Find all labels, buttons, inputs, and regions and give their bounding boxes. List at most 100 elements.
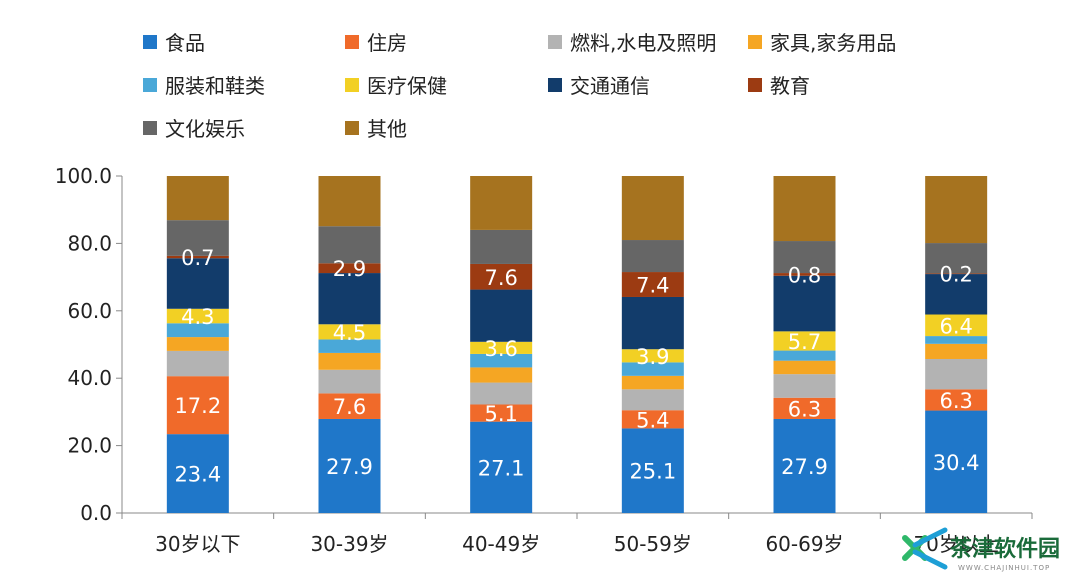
data-label: 0.8 bbox=[788, 263, 821, 287]
legend-label: 教育 bbox=[770, 74, 810, 98]
bar-segment bbox=[925, 358, 988, 390]
data-label: 4.3 bbox=[181, 305, 214, 329]
bar-segment bbox=[318, 352, 381, 370]
legend-label: 燃料,水电及照明 bbox=[570, 31, 716, 55]
bar-segment bbox=[621, 176, 684, 241]
bar-segment bbox=[166, 255, 229, 259]
bar-segment bbox=[621, 362, 684, 376]
bar-segment bbox=[773, 397, 836, 419]
bar-segment bbox=[773, 176, 836, 242]
bar-segment bbox=[470, 263, 533, 290]
legend-swatch bbox=[548, 78, 562, 92]
bar-segment bbox=[470, 382, 533, 405]
data-label: 5.4 bbox=[636, 408, 669, 432]
data-label: 0.7 bbox=[181, 246, 214, 270]
x-tick-label: 30岁以下 bbox=[155, 532, 240, 556]
data-label: 3.9 bbox=[636, 345, 669, 369]
legend-swatch bbox=[345, 121, 359, 135]
bar-segment bbox=[925, 273, 988, 275]
bar-segment bbox=[621, 272, 684, 297]
bar-segment bbox=[318, 393, 381, 419]
bar-segment bbox=[166, 220, 229, 256]
data-label: 0.2 bbox=[939, 263, 972, 287]
bar-segment bbox=[166, 176, 229, 221]
x-tick-label: 40-49岁 bbox=[462, 532, 540, 556]
data-label: 7.4 bbox=[636, 274, 669, 298]
data-label: 23.4 bbox=[174, 463, 221, 487]
data-label: 5.7 bbox=[788, 330, 821, 354]
bar-segment bbox=[621, 389, 684, 411]
bar-segment bbox=[166, 350, 229, 377]
bar-segment bbox=[621, 296, 684, 350]
bar-segment bbox=[773, 273, 836, 276]
bar-segment bbox=[318, 176, 381, 227]
bar-segment bbox=[470, 176, 533, 230]
legend-label: 家具,家务用品 bbox=[770, 31, 896, 55]
bar-segment bbox=[470, 341, 533, 354]
bar-segment bbox=[318, 418, 381, 513]
bars bbox=[166, 176, 988, 513]
bar-segment bbox=[773, 350, 836, 361]
bar-segment bbox=[925, 410, 988, 513]
bar-segment bbox=[925, 274, 988, 315]
data-label: 2.9 bbox=[333, 257, 366, 281]
legend-label: 文化娱乐 bbox=[165, 117, 245, 141]
y-tick-label: 60.0 bbox=[67, 299, 112, 323]
bar-segment bbox=[166, 308, 229, 324]
legend-swatch bbox=[143, 78, 157, 92]
bar-segment bbox=[166, 376, 229, 435]
data-label: 27.9 bbox=[326, 455, 373, 479]
legend-label: 交通通信 bbox=[570, 74, 650, 98]
data-label: 30.4 bbox=[933, 451, 980, 475]
bar-segment bbox=[773, 374, 836, 398]
bar-segment bbox=[621, 428, 684, 513]
bar-segment bbox=[925, 314, 988, 337]
y-tick-label: 0.0 bbox=[80, 501, 112, 525]
data-label: 27.1 bbox=[478, 456, 525, 480]
x-tick-label: 30-39岁 bbox=[310, 532, 388, 556]
y-tick-label: 40.0 bbox=[67, 366, 112, 390]
axes: 0.0 20.0 40.0 60.0 80.0 100.0 30岁以下 30-39岁 40-49… bbox=[55, 164, 1033, 556]
bar-segment bbox=[925, 243, 988, 274]
bar-segment bbox=[470, 367, 533, 383]
bar-segment bbox=[925, 389, 988, 411]
legend-swatch bbox=[748, 78, 762, 92]
bar-segment bbox=[470, 404, 533, 422]
data-label: 6.3 bbox=[939, 389, 972, 413]
bar-segment bbox=[773, 418, 836, 513]
bar-segment bbox=[773, 241, 836, 274]
legend-label: 食品 bbox=[165, 31, 205, 55]
legend-label: 医疗保健 bbox=[367, 74, 447, 98]
data-label: 27.9 bbox=[781, 455, 828, 479]
bar-segment bbox=[166, 434, 229, 513]
bar-segment bbox=[773, 331, 836, 351]
legend-swatch bbox=[345, 35, 359, 49]
bar-segment bbox=[470, 421, 533, 513]
x-tick-label: 50-59岁 bbox=[614, 532, 692, 556]
bar-segment bbox=[318, 369, 381, 394]
legend-swatch bbox=[345, 78, 359, 92]
legend-swatch bbox=[143, 121, 157, 135]
bar-segment bbox=[773, 360, 836, 375]
bar-segment bbox=[166, 258, 229, 309]
data-label: 6.3 bbox=[788, 397, 821, 421]
data-label: 6.4 bbox=[939, 314, 972, 338]
bar-segment bbox=[621, 349, 684, 363]
legend-label: 其他 bbox=[367, 117, 407, 141]
data-label: 17.2 bbox=[174, 394, 221, 418]
bar-segment bbox=[318, 324, 381, 340]
legend-swatch bbox=[143, 35, 157, 49]
bar-segment bbox=[166, 337, 229, 351]
legend-swatch bbox=[748, 35, 762, 49]
bar-segment bbox=[470, 289, 533, 342]
legend-label: 服装和鞋类 bbox=[165, 74, 265, 98]
watermark-title: 茶津软件园 bbox=[950, 536, 1060, 562]
watermark-icon bbox=[902, 527, 948, 570]
bar-segment bbox=[166, 323, 229, 338]
bar-segment bbox=[318, 339, 381, 353]
data-labels: 23.4 17.2 4.3 0.7 27.9 7.6 4.5 2.9 27.1 5.1 3.6 7.6… bbox=[174, 246, 979, 487]
bar-segment bbox=[621, 410, 684, 429]
y-tick-label: 20.0 bbox=[67, 434, 112, 458]
bar-segment bbox=[925, 176, 988, 244]
